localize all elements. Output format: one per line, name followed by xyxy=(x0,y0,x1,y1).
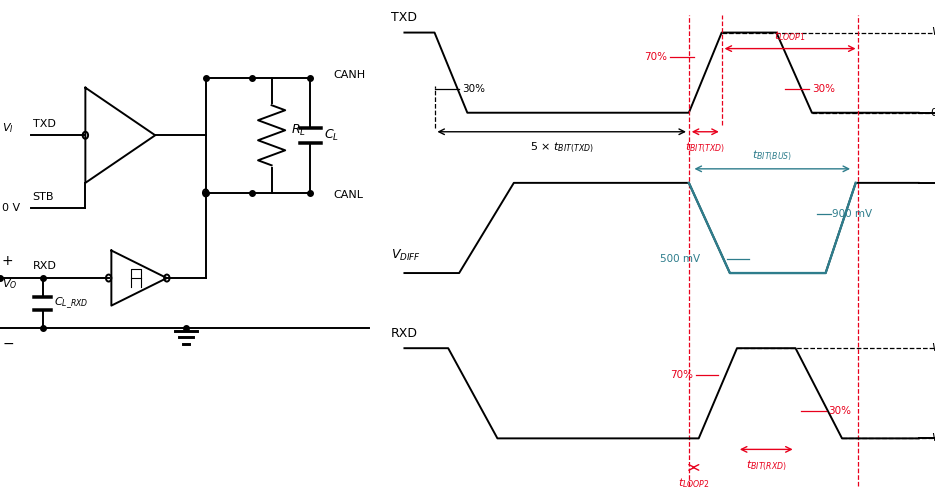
Text: $t_{BIT(BUS)}$: $t_{BIT(BUS)}$ xyxy=(752,148,792,163)
Text: $C_{L\_RXD}$: $C_{L\_RXD}$ xyxy=(53,296,88,311)
Text: 0 V: 0 V xyxy=(2,203,20,213)
Text: TXD: TXD xyxy=(33,119,56,129)
Text: $V_{OH}$: $V_{OH}$ xyxy=(931,341,935,355)
Text: CANL: CANL xyxy=(334,190,364,200)
Text: 30%: 30% xyxy=(462,84,485,94)
Text: $V_O$: $V_O$ xyxy=(2,277,18,291)
Text: 70%: 70% xyxy=(670,370,693,380)
Text: $V_I$: $V_I$ xyxy=(2,121,14,135)
Text: +: + xyxy=(2,254,14,268)
Text: TXD: TXD xyxy=(391,11,417,24)
Text: $C_L$: $C_L$ xyxy=(324,128,339,143)
Text: $R_L$: $R_L$ xyxy=(291,123,306,138)
Text: $V_{DIFF}$: $V_{DIFF}$ xyxy=(391,248,421,263)
Text: 500 mV: 500 mV xyxy=(660,254,699,264)
Text: $-$: $-$ xyxy=(2,336,14,350)
Text: $V_I$: $V_I$ xyxy=(931,26,935,40)
Text: 30%: 30% xyxy=(828,406,852,416)
Text: $t_{LOOP2}$: $t_{LOOP2}$ xyxy=(678,476,710,490)
Text: $t_{BIT(TXD)}$: $t_{BIT(TXD)}$ xyxy=(685,141,726,155)
Text: RXD: RXD xyxy=(391,327,418,340)
Text: $V_{OL}$: $V_{OL}$ xyxy=(931,431,935,445)
Text: STB: STB xyxy=(32,192,53,202)
Text: $t_{BIT(RXD)}$: $t_{BIT(RXD)}$ xyxy=(746,458,786,473)
Text: $t_{LOOP1}$: $t_{LOOP1}$ xyxy=(774,29,806,43)
Text: 5 × $t_{BIT(TXD)}$: 5 × $t_{BIT(TXD)}$ xyxy=(530,141,594,155)
Text: 0 V: 0 V xyxy=(931,108,935,118)
Text: RXD: RXD xyxy=(33,261,57,271)
Text: 900 mV: 900 mV xyxy=(832,209,872,219)
Text: 70%: 70% xyxy=(644,52,667,62)
Text: 30%: 30% xyxy=(812,84,835,94)
Text: CANH: CANH xyxy=(334,70,366,80)
